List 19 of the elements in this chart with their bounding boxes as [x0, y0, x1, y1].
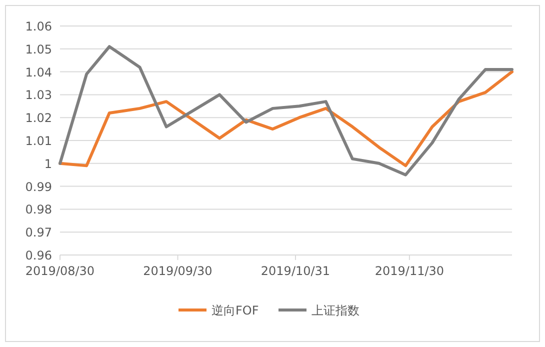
legend-label: 上证指数	[312, 304, 360, 318]
x-tick-label: 2019/11/30	[374, 264, 444, 278]
y-tick-label: 1.03	[25, 88, 52, 102]
y-tick-label: 0.96	[25, 248, 52, 262]
y-tick-label: 0.98	[25, 202, 52, 217]
legend-label: 逆向FOF	[212, 304, 259, 318]
x-tick-label: 2019/10/31	[260, 264, 330, 278]
y-tick-label: 1.04	[25, 65, 52, 80]
x-tick-label: 2019/08/30	[25, 264, 95, 278]
y-tick-label: 1	[44, 156, 52, 171]
y-tick-label: 1.05	[25, 42, 52, 56]
y-tick-label: 1.02	[25, 111, 52, 126]
y-tick-label: 1.06	[25, 20, 52, 34]
y-tick-label: 0.99	[25, 180, 52, 194]
x-tick-label: 2019/09/30	[143, 264, 212, 278]
y-tick-label: 0.97	[25, 226, 52, 240]
line-series	[58, 70, 514, 168]
y-tick-label: 1.01	[25, 134, 52, 148]
line-series	[58, 45, 514, 176]
